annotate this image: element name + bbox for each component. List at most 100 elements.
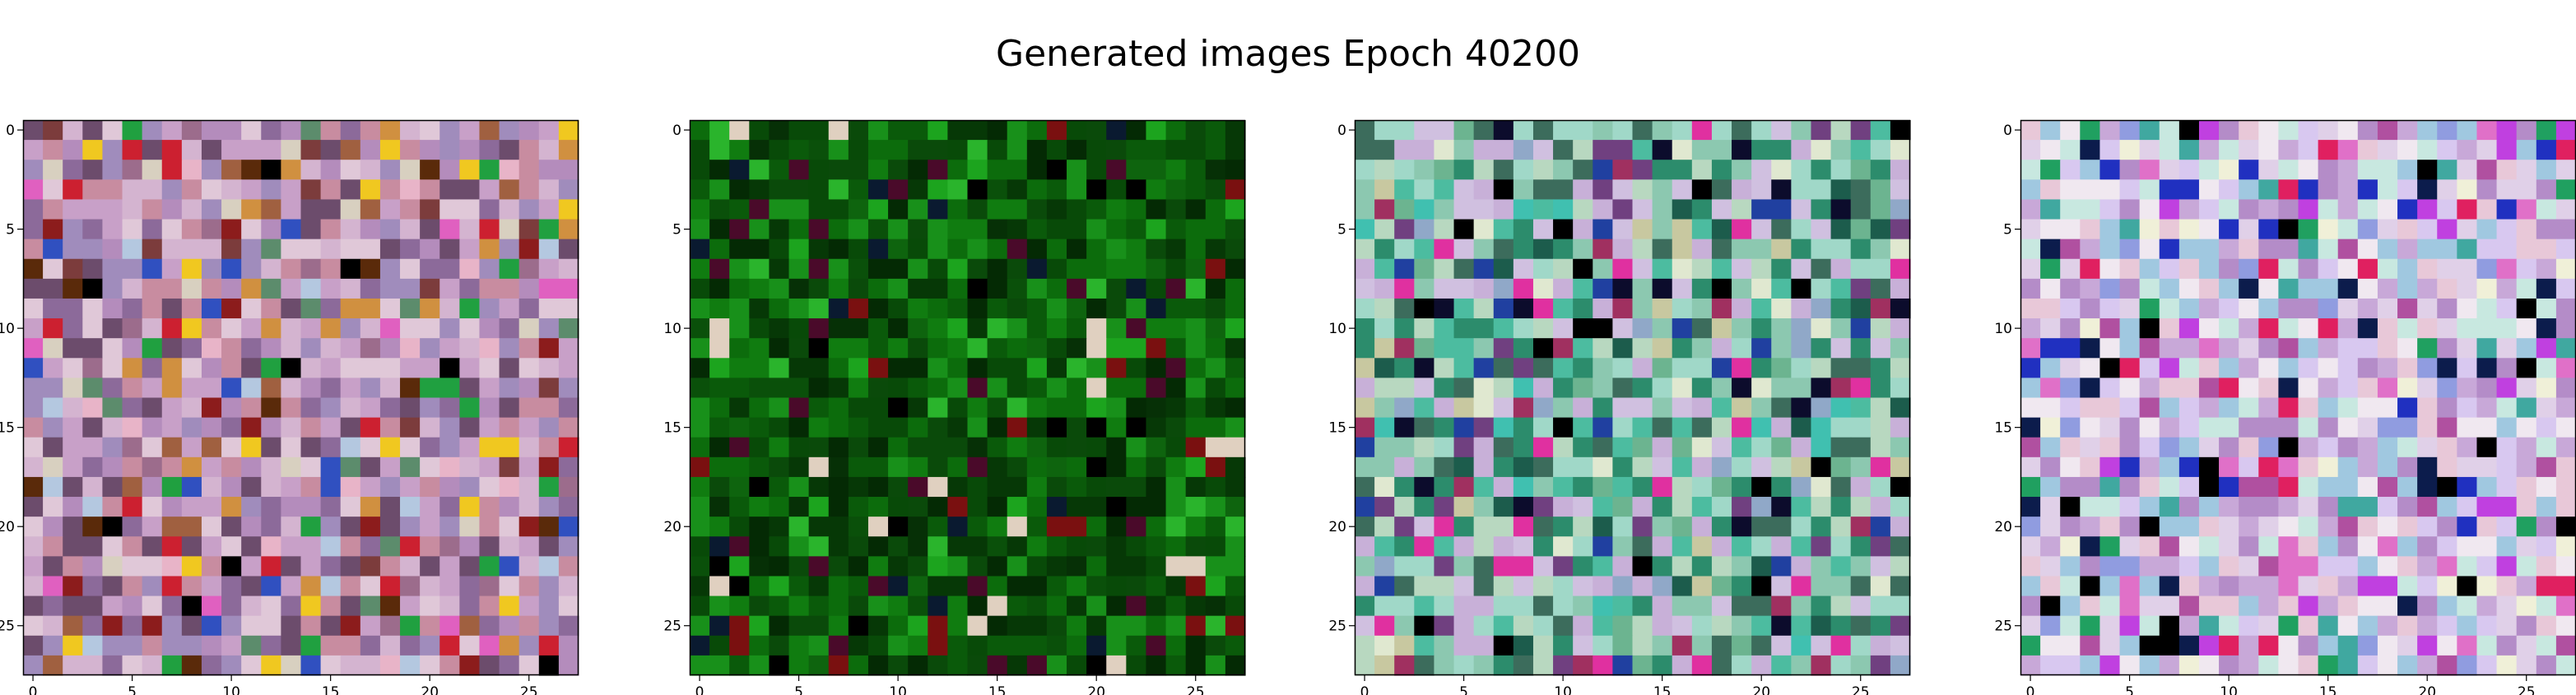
pixel-cell (181, 576, 202, 597)
pixel-cell (2298, 120, 2319, 141)
pixel-cell (63, 635, 83, 656)
pixel-cell (987, 378, 1008, 399)
pixel-cell (2219, 615, 2239, 637)
pixel-cell (1612, 199, 1634, 220)
pixel-cell (2357, 615, 2378, 637)
pixel-cell (1086, 278, 1107, 299)
pixel-cell (2437, 635, 2457, 656)
pixel-cell (1850, 556, 1872, 577)
pixel-cell (808, 298, 830, 319)
pixel-cell (908, 517, 928, 537)
pixel-cell (1046, 199, 1067, 220)
pixel-cell (2099, 476, 2121, 498)
pixel-cell (181, 140, 202, 160)
pixel-cell (1632, 556, 1653, 577)
pixel-cell (928, 199, 948, 220)
pixel-cell (2337, 456, 2359, 478)
pixel-cell (1165, 258, 1187, 280)
pixel-cell (43, 556, 63, 577)
pixel-cell (1691, 456, 1713, 478)
pixel-cell (320, 278, 342, 299)
pixel-cell (2119, 437, 2141, 458)
pixel-cell (379, 595, 401, 617)
pixel-cell (2060, 239, 2081, 260)
pixel-cell (2496, 179, 2518, 201)
pixel-cell (2555, 397, 2576, 419)
pixel-cell (2337, 160, 2359, 180)
pixel-cell (43, 595, 63, 617)
pixel-cell (1086, 417, 1107, 438)
pixel-cell (2239, 576, 2259, 597)
pixel-cell (499, 219, 520, 240)
pixel-cell (23, 278, 44, 299)
pixel-cell (828, 635, 849, 656)
pixel-cell (63, 536, 83, 557)
pixel-cell (479, 219, 500, 240)
pixel-cell (1532, 338, 1554, 359)
pixel-cell (2119, 179, 2141, 201)
pixel-cell (2278, 536, 2299, 557)
pixel-cell (1532, 536, 1554, 557)
pixel-cell (2219, 179, 2239, 201)
pixel-cell (2198, 437, 2220, 458)
pixel-cell (2377, 517, 2398, 537)
pixel-cell (499, 615, 520, 637)
pixel-cell (2298, 239, 2319, 260)
pixel-cell (300, 517, 322, 537)
pixel-cell (1890, 278, 1911, 299)
pixel-cell (1473, 140, 1495, 160)
pixel-cell (2536, 635, 2557, 656)
pixel-cell (241, 239, 262, 260)
pixel-cell (1126, 160, 1147, 180)
pixel-cell (2536, 378, 2557, 399)
pixel-cell (2020, 556, 2041, 577)
pixel-cell (181, 595, 202, 617)
pixel-cell (221, 615, 242, 637)
pixel-cell (1414, 417, 1435, 438)
pixel-cell (808, 456, 830, 478)
pixel-cell (2159, 517, 2180, 537)
pixel-cell (1086, 160, 1107, 180)
pixel-cell (1791, 140, 1812, 160)
pixel-cell (518, 219, 540, 240)
pixel-cell (1106, 179, 1127, 201)
pixel-cell (1046, 576, 1067, 597)
pixel-cell (2555, 417, 2576, 438)
pixel-cell (848, 120, 869, 141)
pixel-cell (281, 179, 302, 201)
pixel-cell (967, 179, 988, 201)
pixel-cell (867, 160, 889, 180)
pixel-cell (1374, 199, 1395, 220)
pixel-cell (2357, 179, 2378, 201)
pixel-cell (1890, 536, 1911, 557)
pixel-cell (1751, 456, 1772, 478)
pixel-cell (2377, 497, 2398, 517)
pixel-cell (2178, 378, 2200, 399)
pixel-cell (2080, 595, 2101, 617)
pixel-cell (1612, 517, 1634, 537)
pixel-cell (808, 378, 830, 399)
pixel-cell (122, 576, 143, 597)
pixel-cell (2020, 199, 2041, 220)
pixel-cell (1632, 298, 1653, 319)
pixel-cell (1850, 140, 1872, 160)
pixel-cell (340, 556, 361, 577)
pixel-cell (261, 595, 281, 617)
pixel-cell (1632, 397, 1653, 419)
pixel-cell (479, 318, 500, 339)
pixel-cell (2555, 199, 2576, 220)
pixel-cell (709, 258, 730, 280)
pixel-cell (2080, 635, 2101, 656)
pixel-cell (479, 497, 500, 517)
pixel-cell (2457, 635, 2478, 656)
pixel-cell (1185, 358, 1207, 378)
pixel-cell (82, 318, 104, 339)
pixel-cell (1870, 298, 1891, 319)
pixel-cell (1026, 298, 1048, 319)
pixel-cell (1126, 378, 1147, 399)
pixel-cell (828, 595, 849, 617)
pixel-cell (967, 615, 988, 637)
pixel-cell (1732, 298, 1752, 319)
pixel-cell (1046, 417, 1067, 438)
pixel-cell (1106, 239, 1127, 260)
